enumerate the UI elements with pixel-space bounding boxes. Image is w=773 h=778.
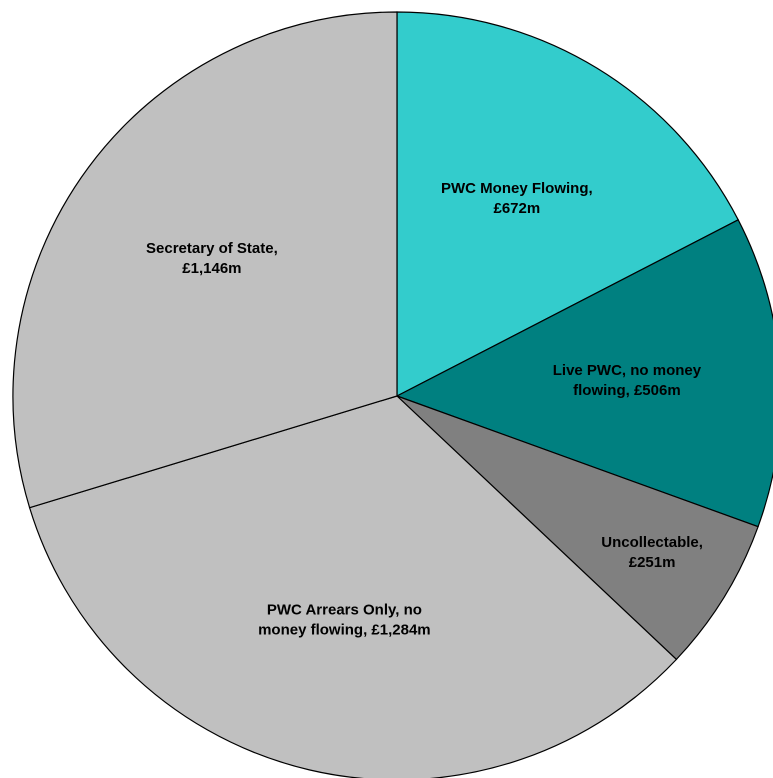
data-label: Uncollectable, £251m <box>601 534 703 571</box>
data-label-line: £251m <box>629 554 676 571</box>
data-label-line: money flowing, £1,284m <box>258 621 431 638</box>
pie-slice <box>396 11 740 397</box>
data-label-line: Uncollectable, <box>601 534 703 551</box>
pie-slice <box>396 395 759 661</box>
data-label: PWC Arrears Only, no money flowing, £1,28… <box>258 601 431 638</box>
data-label-line: flowing, £506m <box>573 382 681 399</box>
data-label-line: Live PWC, no money <box>553 362 702 379</box>
data-label-line: PWC Money Flowing, <box>441 180 593 197</box>
data-label-line: £1,146m <box>182 260 241 277</box>
pie-slice <box>12 11 398 509</box>
data-label: Live PWC, no money flowing, £506m <box>553 362 702 399</box>
data-label-line: Secretary of State, <box>146 240 278 257</box>
data-label: Secretary of State, £1,146m <box>146 240 278 277</box>
data-label-line: £672m <box>493 200 540 217</box>
pie-slice <box>395 219 773 528</box>
pie-slice <box>28 395 678 778</box>
data-label-line: PWC Arrears Only, no <box>267 601 422 618</box>
data-label: PWC Money Flowing, £672m <box>441 180 593 217</box>
